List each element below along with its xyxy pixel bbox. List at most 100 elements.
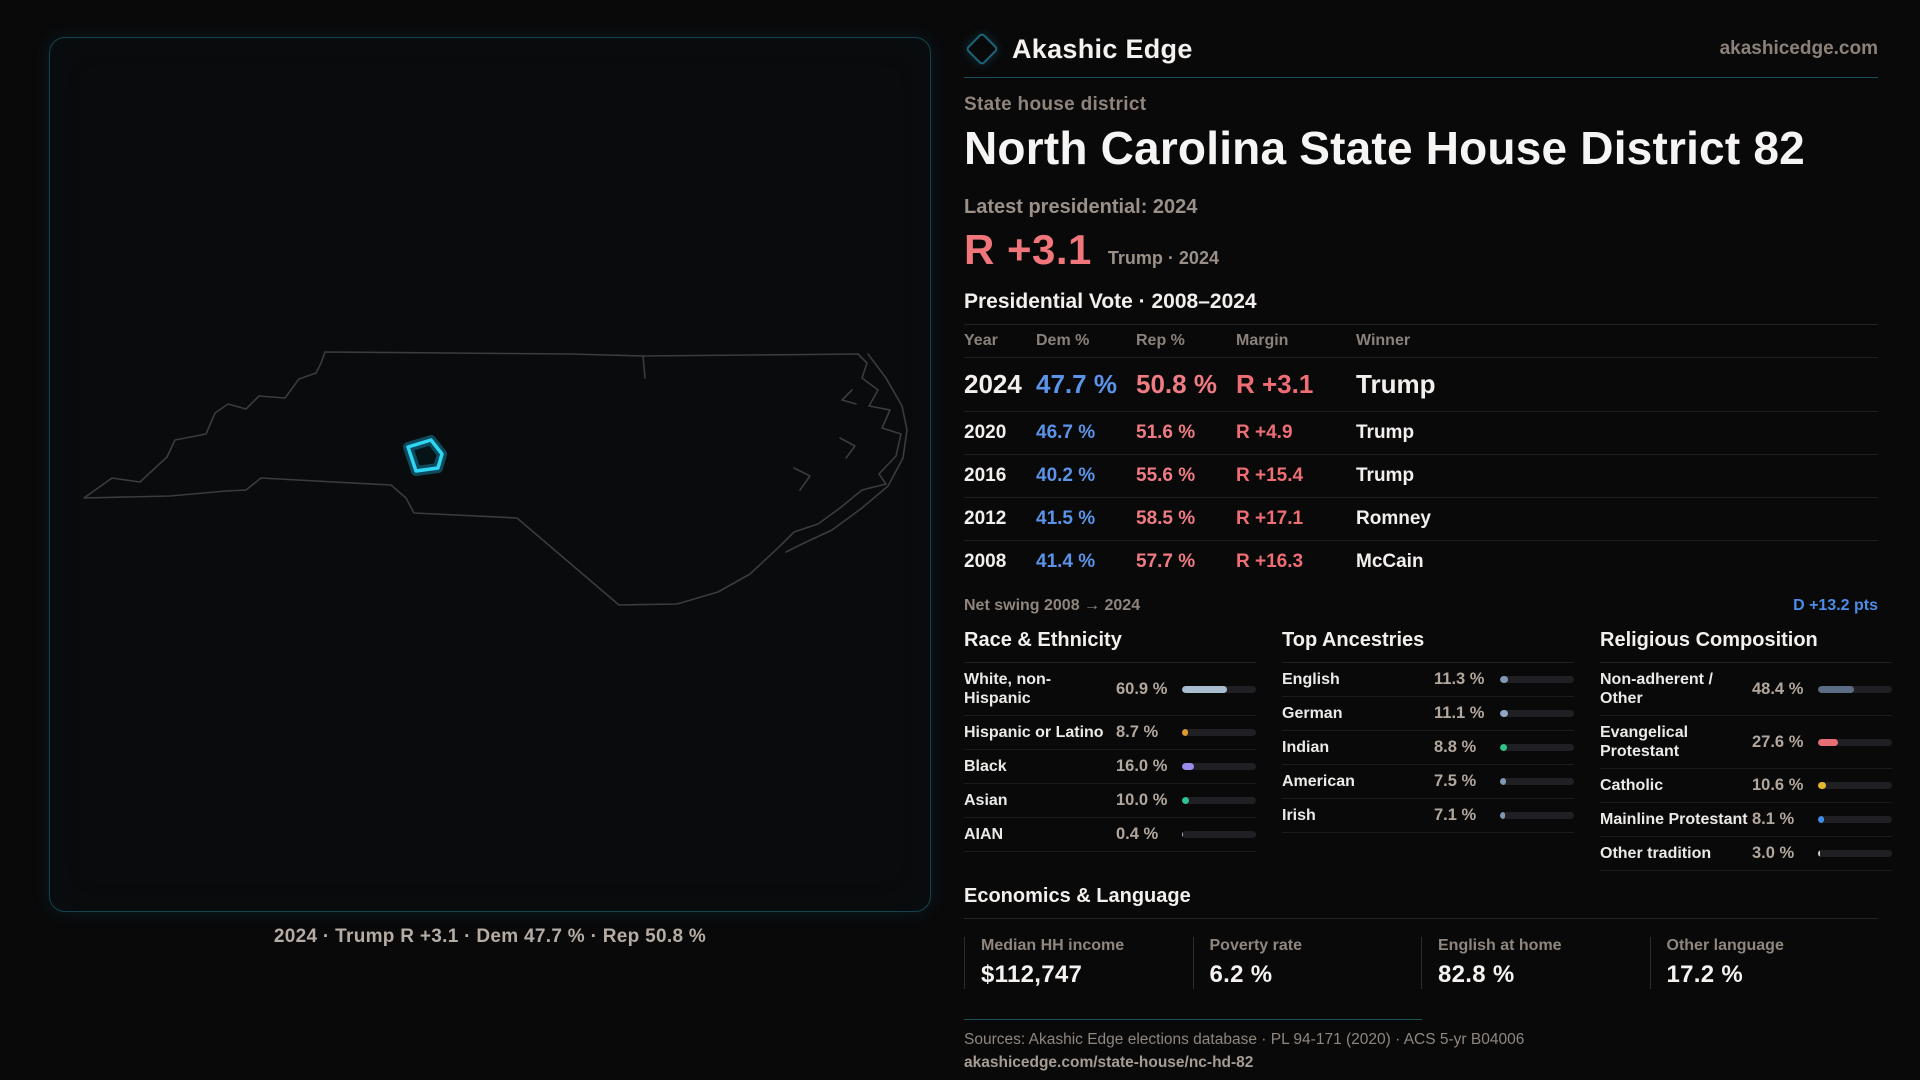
vote-cell-margin: R +16.3: [1236, 551, 1304, 572]
economics-stats: Median HH income $112,747 Poverty rate 6.2 …: [964, 937, 1878, 989]
brand-name: Akashic Edge: [1012, 33, 1193, 64]
demo-row: Catholic 10.6 %: [1600, 769, 1892, 803]
economics-title: Economics & Language: [964, 885, 1191, 907]
demo-row: Indian 8.8 %: [1282, 731, 1574, 765]
demo-row: American 7.5 %: [1282, 765, 1574, 799]
vote-cell-margin: R +15.4: [1236, 465, 1304, 486]
demo-bar-track: [1182, 763, 1256, 770]
demo-label: Evangelical Protestant: [1600, 724, 1689, 760]
vote-cell-margin: R +3.1: [1236, 369, 1314, 399]
vote-cell-winner: Trump: [1356, 422, 1415, 443]
vote-cell-rep: 50.8 %: [1136, 369, 1217, 399]
demo-row: Non-adherent / Other 48.4 %: [1600, 663, 1892, 716]
map-caption: 2024 · Trump R +3.1 · Dem 47.7 % · Rep 5…: [273, 926, 707, 947]
demo-bar-fill: [1182, 685, 1228, 693]
vote-cell-year: 2012: [964, 508, 1007, 529]
demo-bar-fill: [1818, 850, 1821, 857]
demo-row: Evangelical Protestant 27.6 %: [1600, 716, 1892, 769]
demo-label: Catholic: [1600, 777, 1664, 794]
demo-row: Irish 7.1 %: [1282, 799, 1574, 833]
net-swing-value: D +13.2 pts: [1793, 597, 1878, 614]
permalink[interactable]: akashicedge.com/state-house/nc-hd-82: [964, 1054, 1254, 1071]
vote-row-2008: 2008 41.4 % 57.7 % R +16.3 McCain: [964, 540, 1878, 583]
demo-bar-fill: [1818, 685, 1854, 693]
demo-row: Other tradition 3.0 %: [1600, 837, 1892, 871]
demo-bar-fill: [1818, 816, 1824, 823]
brand-domain-link[interactable]: akashicedge.com: [1719, 38, 1878, 59]
demo-bar-track: [1182, 729, 1256, 736]
vote-cell-dem: 46.7 %: [1036, 422, 1096, 443]
demo-value: 16.0 %: [1116, 757, 1168, 775]
demo-value: 0.4 %: [1116, 825, 1159, 843]
vote-cell-dem: 41.4 %: [1036, 551, 1096, 572]
headline-margin: R +3.1: [964, 226, 1092, 273]
demo-bar-track: [1500, 778, 1574, 785]
demo-label: Mainline Protestant: [1600, 811, 1748, 828]
demo-bar-fill: [1500, 812, 1506, 819]
demo-bar-fill: [1818, 782, 1826, 789]
demo-value: 3.0 %: [1752, 844, 1795, 862]
demo-bar-track: [1818, 782, 1892, 789]
vote-cell-year: 2020: [964, 422, 1007, 443]
demo-label: Irish: [1282, 807, 1316, 824]
demo-row: German 11.1 %: [1282, 697, 1574, 731]
demo-column-title: Race & Ethnicity: [964, 629, 1256, 663]
demo-value: 11.3 %: [1434, 670, 1485, 688]
vote-col-header: Margin: [1236, 332, 1289, 349]
district-highlight[interactable]: [403, 435, 447, 476]
vote-cell-rep: 58.5 %: [1136, 508, 1196, 529]
demo-label: White, non-Hispanic: [964, 671, 1052, 707]
demo-bar-track: [1182, 831, 1256, 838]
report-footer: Sources: Akashic Edge elections database…: [964, 1019, 1878, 1072]
demo-bar-fill: [1182, 763, 1194, 770]
demo-row: Hispanic or Latino 8.7 %: [964, 716, 1256, 750]
district-map-panel: [49, 37, 931, 912]
demo-value: 27.6 %: [1752, 732, 1804, 751]
demo-value: 60.9 %: [1116, 679, 1168, 698]
vote-col-header: Winner: [1356, 332, 1411, 349]
vote-cell-rep: 51.6 %: [1136, 422, 1196, 443]
demographics-grid: Race & Ethnicity White, non-Hispanic 60.9 …: [964, 629, 1892, 871]
demo-label: German: [1282, 705, 1343, 722]
brand-header: Akashic Edge akashicedge.com: [964, 28, 1878, 70]
demo-bar-fill: [1500, 744, 1507, 751]
demo-bar-track: [1818, 685, 1892, 693]
demo-value: 7.1 %: [1434, 806, 1477, 824]
vote-cell-winner: Trump: [1356, 369, 1436, 399]
presidential-vote-table: Year Dem % Rep % Margin Winner 2024 47.7 % 50.…: [964, 324, 1878, 583]
headline-context: Trump · 2024: [1107, 248, 1219, 268]
demo-value: 10.0 %: [1116, 791, 1168, 809]
page-title: North Carolina State House District 82: [964, 122, 1805, 174]
demo-row: White, non-Hispanic 60.9 %: [964, 663, 1256, 716]
stat-value: 17.2 %: [1666, 961, 1744, 988]
vote-cell-winner: McCain: [1356, 551, 1424, 572]
demo-value: 8.7 %: [1116, 723, 1159, 741]
demo-label: Non-adherent / Other: [1600, 671, 1713, 707]
demo-column: Religious Composition Non-adherent / Othe…: [1600, 629, 1892, 871]
headline-margin-row: R +3.1 Trump · 2024: [964, 226, 1878, 274]
demo-column-title: Religious Composition: [1600, 629, 1892, 663]
demo-bar-track: [1500, 710, 1574, 717]
demo-value: 11.1 %: [1434, 704, 1485, 722]
demo-value: 8.1 %: [1752, 810, 1795, 828]
vote-cell-winner: Romney: [1356, 508, 1431, 529]
vote-cell-year: 2024: [964, 369, 1022, 399]
demo-label: AIAN: [964, 826, 1004, 843]
demo-value: 7.5 %: [1434, 772, 1477, 790]
demo-bar-fill: [1818, 738, 1839, 746]
demo-column-title: Top Ancestries: [1282, 629, 1574, 663]
vote-cell-rep: 57.7 %: [1136, 551, 1196, 572]
demo-value: 48.4 %: [1752, 679, 1804, 698]
demo-label: Indian: [1282, 739, 1330, 756]
vote-row-2016: 2016 40.2 % 55.6 % R +15.4 Trump: [964, 454, 1878, 497]
latest-label: Latest presidential: 2024: [964, 196, 1198, 218]
vote-row-2012: 2012 41.5 % 58.5 % R +17.1 Romney: [964, 497, 1878, 540]
demo-bar-track: [1818, 850, 1892, 857]
demo-label: Asian: [964, 792, 1008, 809]
demo-column: Race & Ethnicity White, non-Hispanic 60.9 …: [964, 629, 1256, 871]
demo-row: AIAN 0.4 %: [964, 818, 1256, 852]
nc-state-map-icon: [83, 351, 908, 606]
vote-col-header: Dem %: [1036, 332, 1090, 349]
demo-bar-track: [1182, 685, 1256, 693]
